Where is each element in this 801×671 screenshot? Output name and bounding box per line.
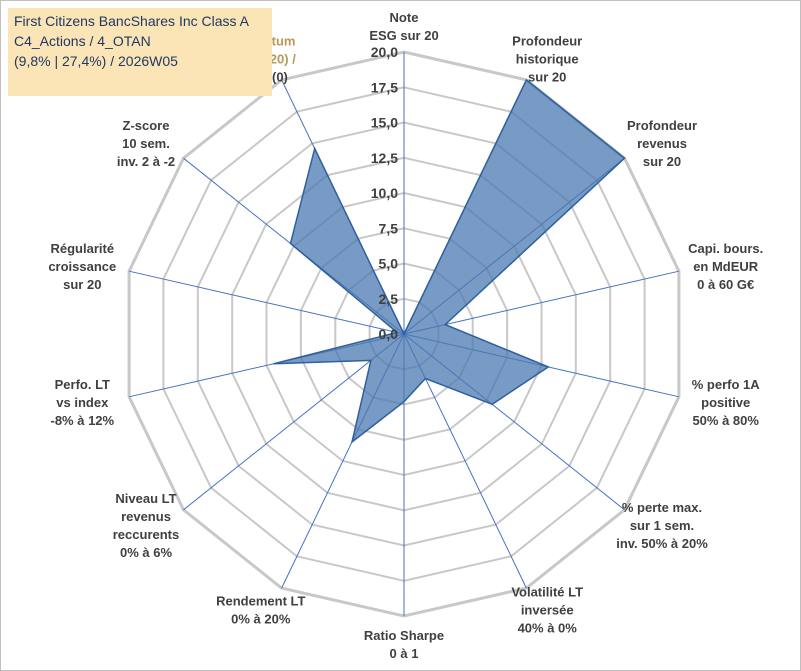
axis-label-1: Note ESG sur 20 (369, 10, 438, 43)
axis-label-3: Profondeur revenus sur 20 (627, 118, 697, 169)
tick-label-6: 15,0 (371, 115, 398, 131)
axis-label-6: % perte max. sur 1 sem. inv. 50% à 20% (616, 500, 708, 551)
axis-label-line: 50% à 80% (692, 413, 759, 428)
axis-label-line: sur 20 (528, 69, 566, 84)
axis-label-line: -8% à 12% (51, 413, 115, 428)
axis-label-2: Profondeur historique sur 20 (512, 33, 582, 84)
axis-label-line: Profondeur (512, 33, 582, 48)
axis-label-line: vs index (56, 395, 109, 410)
axis-label-line: 40% à 0% (518, 621, 578, 636)
chart-title-box: First Citizens BancShares Inc Class A C4… (8, 8, 272, 96)
axis-label-5: % perfo 1A positive 50% à 80% (692, 377, 761, 428)
axis-label-line: inv. 2 à -2 (117, 154, 175, 169)
axis-label-line: 0 à 1 (390, 646, 419, 661)
axis-label-line: Niveau LT (115, 491, 176, 506)
tick-label-4: 10,0 (371, 185, 398, 201)
axis-label-7: Volatilité LT inversée 40% à 0% (511, 585, 583, 636)
axis-label-line: inversée (521, 603, 574, 618)
axis-label-line: sur 20 (643, 154, 681, 169)
axis-label-9: Rendement LT 0% à 20% (216, 594, 305, 627)
axis-label-12: Régularité croissance sur 20 (48, 241, 116, 292)
axis-label-line: 0% à 6% (120, 545, 172, 560)
axis-label-line: 10 sem. (122, 136, 170, 151)
tick-label-5: 12,5 (371, 150, 398, 166)
spoke-10 (183, 333, 405, 511)
axis-label-line: reccurents (113, 527, 179, 542)
axis-label-13: Z-score 10 sem. inv. 2 à -2 (117, 118, 175, 169)
spoke-4 (403, 270, 680, 335)
series-area (273, 78, 626, 444)
axis-label-4: Capi. bours. en MdEUR 0 à 60 G€ (688, 241, 763, 292)
axis-label-line: Note (390, 10, 419, 25)
axis-label-line: sur 1 sem. (630, 518, 694, 533)
tick-label-3: 7,5 (379, 220, 399, 236)
axis-label-line: % perfo 1A (692, 377, 761, 392)
tick-label-8: 20,0 (371, 44, 398, 60)
axis-label-line: Capi. bours. (688, 241, 763, 256)
axis-label-line: inv. 50% à 20% (616, 536, 708, 551)
spoke-12 (128, 270, 405, 335)
axis-label-line: 0% à 20% (231, 612, 291, 627)
axis-label-line: Ratio Sharpe (364, 628, 444, 643)
axis-label-line: Profondeur (627, 118, 697, 133)
axis-label-line: sur 20 (63, 277, 101, 292)
radial-tick-labels: 0,0 2,5 5,0 7,5 10,0 12,5 15,0 17,5 20,0 (371, 44, 398, 342)
axis-label-11: Perfo. LT vs index -8% à 12% (51, 377, 115, 428)
chart-title-stats: (9,8% | 27,4%) / 2026W05 (14, 53, 178, 69)
axis-label-line: revenus (637, 136, 687, 151)
axis-label-line: Régularité (51, 241, 115, 256)
axis-label-line: ESG sur 20 (369, 28, 438, 43)
axis-label-line: % perte max. (622, 500, 702, 515)
tick-label-1: 2,5 (379, 291, 399, 307)
chart-title-category: C4_Actions / 4_OTAN (14, 33, 151, 49)
axis-label-line: Perfo. LT (55, 377, 110, 392)
tick-label-7: 17,5 (371, 79, 398, 95)
tick-label-0: 0,0 (379, 326, 399, 342)
axis-label-line: Volatilité LT (511, 585, 583, 600)
axis-label-line: en MdEUR (693, 259, 759, 274)
axis-label-10: Niveau LT revenus reccurents 0% à 6% (113, 491, 179, 560)
axis-label-line: historique (516, 51, 579, 66)
chart-title-company: First Citizens BancShares Inc Class A (14, 13, 249, 29)
axis-label-line: positive (701, 395, 750, 410)
axis-label-line: croissance (48, 259, 116, 274)
axis-label-line: Rendement LT (216, 594, 305, 609)
radar-series (273, 78, 626, 444)
axis-label-line: Z-score (123, 118, 170, 133)
axis-label-line: revenus (121, 509, 171, 524)
axis-label-line: 0 à 60 G€ (697, 277, 754, 292)
tick-label-2: 5,0 (379, 256, 399, 272)
axis-label-8: Ratio Sharpe 0 à 1 (364, 628, 444, 661)
